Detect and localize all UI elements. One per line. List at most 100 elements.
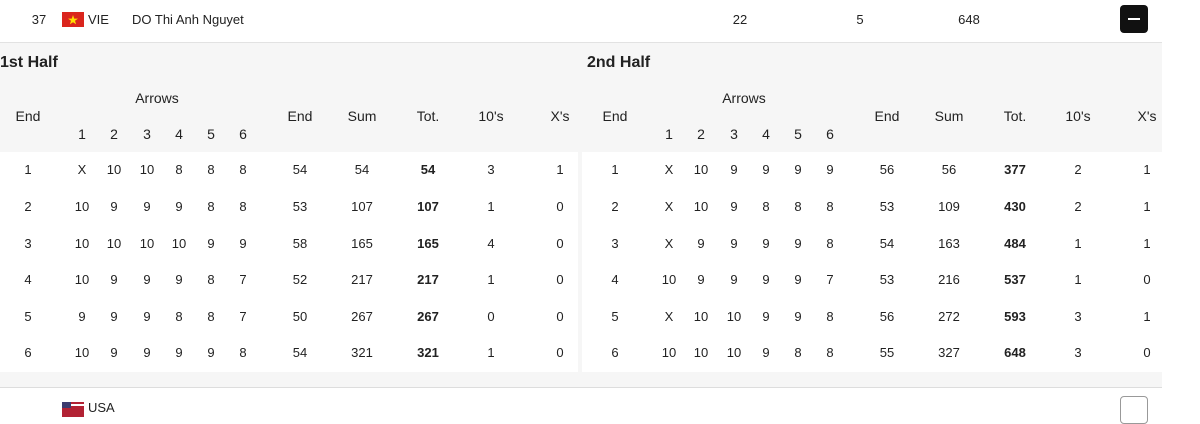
arrow-score: 9: [730, 199, 738, 214]
arrow-score: 10: [74, 199, 90, 214]
arrow-number: 2: [697, 126, 705, 142]
column-header: X's: [1137, 108, 1157, 124]
arrow-score: 10: [693, 199, 709, 214]
arrow-score: 10: [693, 345, 709, 360]
page: {"athlete": {"rank": "37", "country": "V…: [0, 5, 1162, 424]
arrow-score: 10: [106, 236, 122, 251]
arrow-number: 6: [826, 126, 834, 142]
cell-sum: 165: [351, 236, 373, 251]
cell-tot: 648: [1004, 345, 1026, 360]
cell-xs: 1: [1143, 162, 1151, 177]
arrow-score: 10: [106, 162, 122, 177]
column-header: End: [287, 108, 313, 124]
arrow-number: 4: [175, 126, 183, 142]
arrow-score: 8: [207, 272, 215, 287]
column-header: X's: [550, 108, 570, 124]
arrow-score: 9: [143, 309, 151, 324]
cell-end: 6: [611, 345, 619, 360]
arrow-score: 9: [78, 309, 86, 324]
cell-xs: 0: [556, 309, 564, 324]
arrow-score: 8: [794, 199, 802, 214]
cell-tot: 107: [417, 199, 439, 214]
collapse-button[interactable]: [1120, 5, 1148, 33]
cell-end: 2: [611, 199, 619, 214]
arrow-score: 10: [693, 309, 709, 324]
arrow-score: 8: [207, 199, 215, 214]
expand-button[interactable]: [1120, 396, 1148, 424]
cell-tot: 377: [1004, 162, 1026, 177]
xs: 5: [856, 12, 864, 27]
arrows-header: Arrows: [135, 90, 179, 106]
cell-xs: 1: [556, 162, 564, 177]
column-header: 10's: [1065, 108, 1091, 124]
cell-tot: 217: [417, 272, 439, 287]
arrow-score: 9: [794, 272, 802, 287]
cell-xs: 0: [556, 272, 564, 287]
rank: 37: [31, 12, 47, 27]
arrow-score: 7: [239, 272, 247, 287]
cell-end: 5: [611, 309, 619, 324]
column-header: End: [602, 108, 628, 124]
cell-tot: 430: [1004, 199, 1026, 214]
column-header: 10's: [478, 108, 504, 124]
arrow-score: 8: [239, 199, 247, 214]
arrow-score: 9: [762, 309, 770, 324]
column-header: Tot.: [1003, 108, 1027, 124]
cell-xs: 0: [556, 345, 564, 360]
cell-xs: 0: [556, 236, 564, 251]
arrow-score: 9: [730, 236, 738, 251]
cell-end: 1: [611, 162, 619, 177]
cell-tot: 484: [1004, 236, 1026, 251]
tens: 22: [732, 12, 748, 27]
country: VIE: [88, 12, 109, 27]
arrow-number: 3: [143, 126, 151, 142]
arrow-number: 3: [730, 126, 738, 142]
flag: [62, 12, 84, 27]
cell-tens: 1: [1074, 272, 1082, 287]
arrow-score: 9: [175, 199, 183, 214]
arrow-score: 9: [110, 345, 118, 360]
cell-end-score: 53: [292, 199, 308, 214]
cell-end-score: 55: [879, 345, 895, 360]
column-header: Tot.: [416, 108, 440, 124]
arrow-score: 9: [730, 272, 738, 287]
arrow-score: 9: [110, 309, 118, 324]
arrow-score: 10: [171, 236, 187, 251]
cell-sum: 109: [938, 199, 960, 214]
cell-end-score: 54: [879, 236, 895, 251]
arrow-score: 9: [762, 236, 770, 251]
arrow-score: 9: [762, 162, 770, 177]
arrows-header: Arrows: [722, 90, 766, 106]
arrow-score: 9: [730, 162, 738, 177]
arrow-score: 8: [175, 309, 183, 324]
arrow-score: 9: [110, 199, 118, 214]
cell-end: 5: [24, 309, 32, 324]
arrow-score: 8: [239, 345, 247, 360]
total: 648: [958, 12, 980, 27]
arrow-score: 8: [826, 345, 834, 360]
cell-tens: 4: [487, 236, 495, 251]
cell-end-score: 56: [879, 309, 895, 324]
column-header: End: [874, 108, 900, 124]
cell-tot: 267: [417, 309, 439, 324]
arrow-score: 9: [762, 272, 770, 287]
arrow-score: 10: [661, 272, 677, 287]
arrow-score: 10: [139, 162, 155, 177]
arrow-score: 9: [143, 345, 151, 360]
arrow-score: 9: [697, 272, 705, 287]
arrow-score: 9: [697, 236, 705, 251]
arrow-score: 9: [143, 199, 151, 214]
cell-tens: 2: [1074, 162, 1082, 177]
arrow-score: 9: [794, 162, 802, 177]
arrow-score: X: [664, 309, 674, 324]
arrow-score: 9: [762, 345, 770, 360]
cell-end-score: 50: [292, 309, 308, 324]
cell-xs: 1: [1143, 199, 1151, 214]
column-header: End: [15, 108, 41, 124]
cell-xs: 0: [556, 199, 564, 214]
cell-sum: 56: [941, 162, 957, 177]
cell-end: 6: [24, 345, 32, 360]
arrow-score: 9: [175, 272, 183, 287]
arrow-score: 9: [239, 236, 247, 251]
cell-tens: 3: [487, 162, 495, 177]
